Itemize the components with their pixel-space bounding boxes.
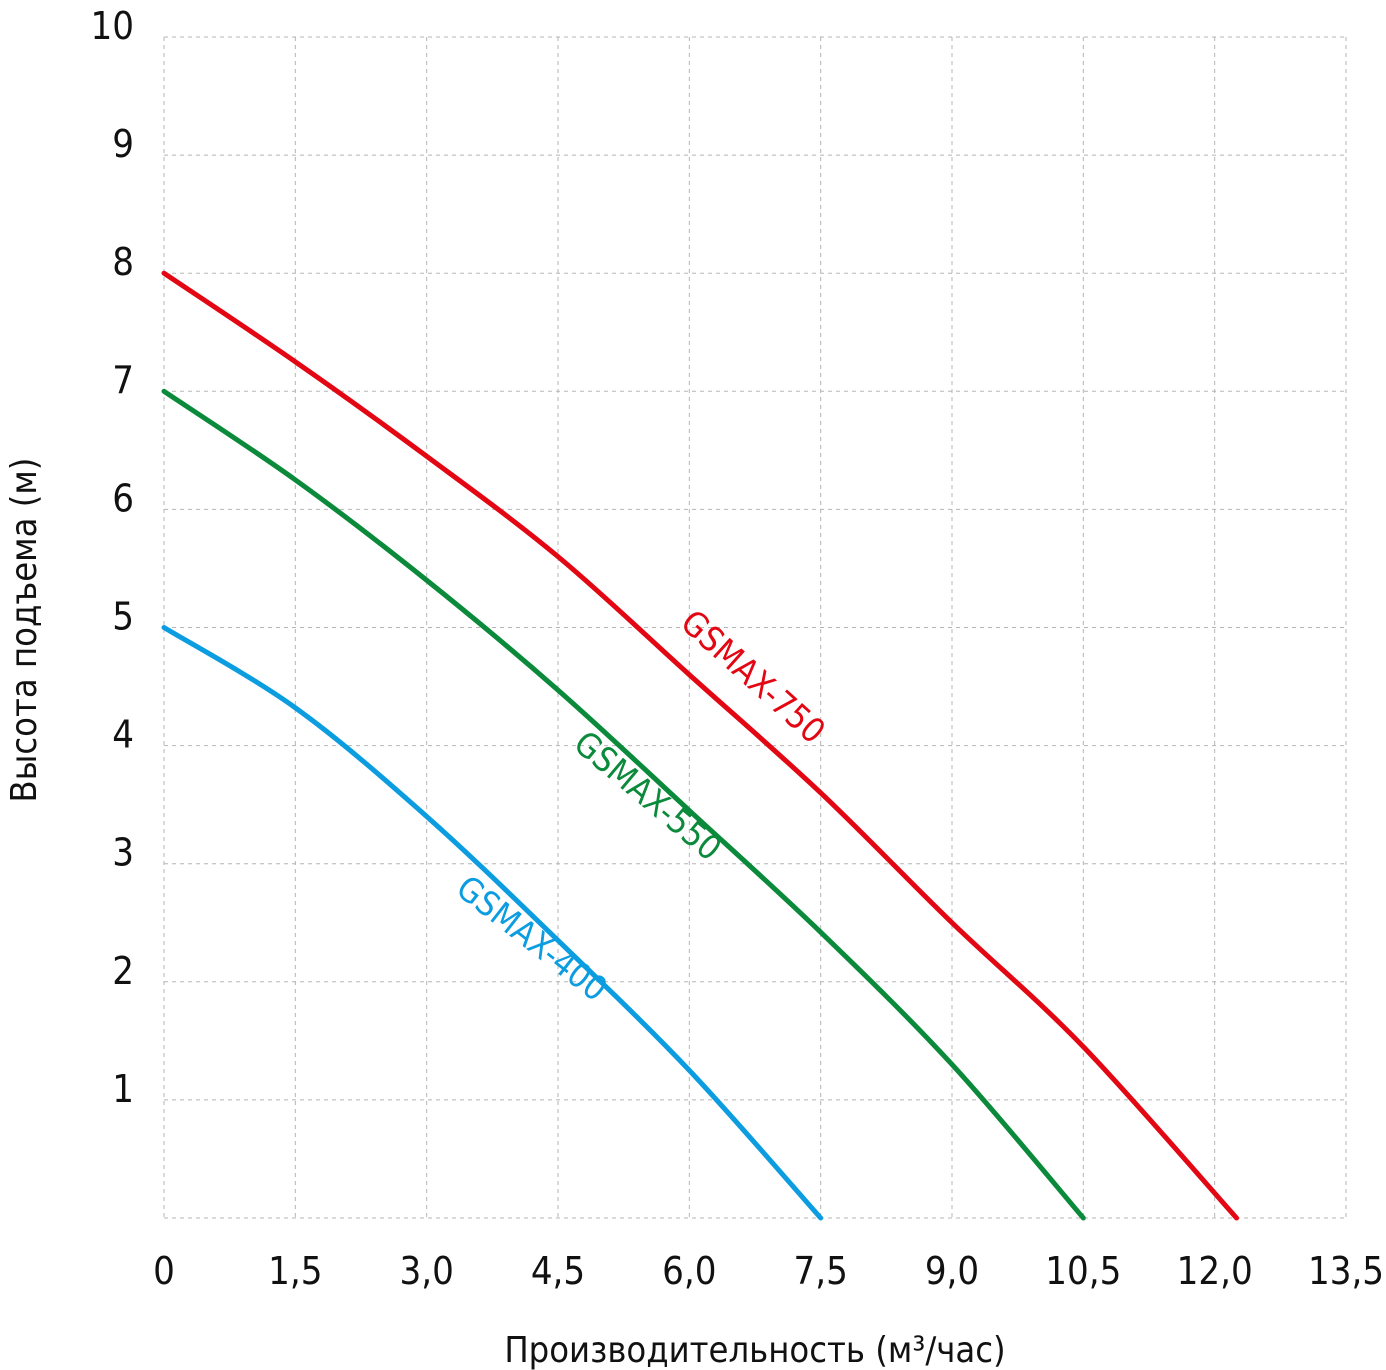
x-axis-label: Производительность (м³/час)	[504, 1330, 1005, 1370]
y-tick-label: 6	[112, 476, 134, 520]
x-tick-label: 7,5	[793, 1249, 847, 1293]
x-tick-label: 4,5	[531, 1249, 585, 1293]
x-tick-label: 0	[153, 1249, 175, 1293]
y-tick-label: 4	[112, 713, 134, 757]
series-lines	[161, 270, 1240, 1221]
y-axis-label: Высота подъема (м)	[4, 458, 45, 803]
y-tick-label: 1	[112, 1067, 134, 1111]
x-tick-label: 9,0	[925, 1249, 979, 1293]
series-label-gsmax-400: GSMAX-400	[449, 868, 615, 1010]
y-axis-ticks: 1 2 3 4 5 6 7 8 9 10	[91, 4, 135, 1111]
x-tick-label: 10,5	[1045, 1249, 1121, 1293]
series-line-gsmax-550	[161, 388, 1086, 1221]
y-tick-label: 2	[112, 949, 134, 993]
y-tick-label: 9	[112, 122, 134, 166]
x-tick-label: 13,5	[1308, 1249, 1384, 1293]
y-tick-label: 8	[112, 240, 134, 284]
x-tick-label: 3,0	[399, 1249, 453, 1293]
y-tick-label: 5	[112, 595, 134, 639]
x-axis-ticks: 0 1,5 3,0 4,5 6,0 7,5 9,0 10,5 12,0 13,5	[153, 1249, 1384, 1293]
y-tick-label: 10	[91, 4, 135, 48]
x-tick-label: 12,0	[1177, 1249, 1253, 1293]
series-line-gsmax-400	[161, 625, 824, 1221]
grid	[163, 36, 1347, 1219]
y-tick-label: 3	[112, 831, 134, 875]
series-line-gsmax-750	[161, 270, 1240, 1221]
x-tick-label: 6,0	[662, 1249, 716, 1293]
y-tick-label: 7	[112, 358, 134, 402]
x-tick-label: 1,5	[268, 1249, 322, 1293]
